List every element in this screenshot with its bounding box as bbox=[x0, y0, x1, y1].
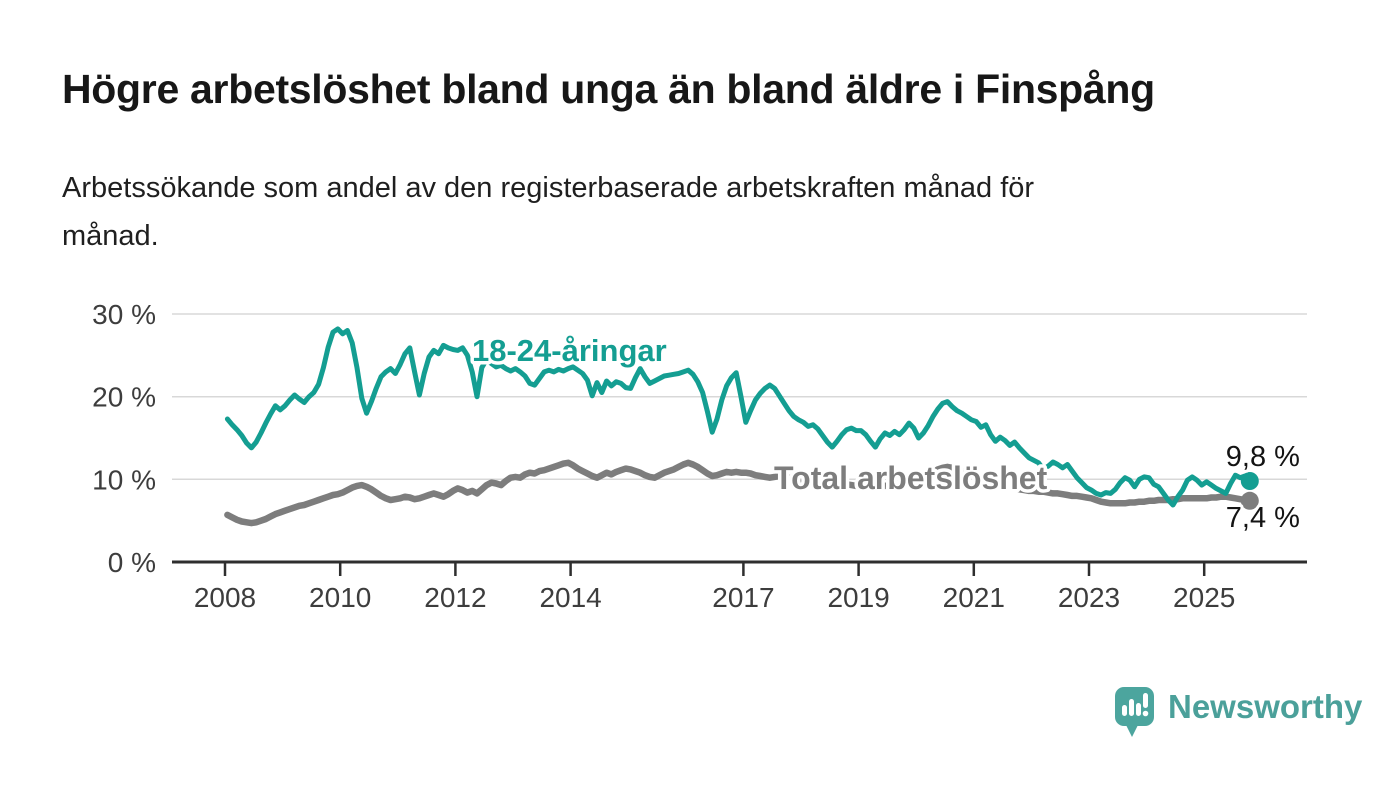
x-tick-label: 2012 bbox=[424, 582, 486, 613]
x-tick-label: 2023 bbox=[1058, 582, 1120, 613]
newsworthy-logo-icon bbox=[1115, 687, 1154, 737]
logo-exclamation-dot bbox=[1142, 710, 1149, 717]
value-label: 9,8 % bbox=[1226, 441, 1300, 473]
newsworthy-logo: Newsworthy bbox=[1114, 686, 1362, 739]
chart-subtitle: Arbetssökande som andel av den registerb… bbox=[62, 164, 1282, 260]
value-label: 7,4 % bbox=[1226, 502, 1300, 534]
x-tick-label: 2019 bbox=[827, 582, 889, 613]
speech-bubble-shape bbox=[1115, 687, 1154, 737]
series-label: Total arbetslöshet bbox=[774, 460, 1048, 496]
series-line-total bbox=[224, 459, 1254, 527]
logo-bar-2 bbox=[1129, 699, 1134, 716]
y-axis-label: 0 % bbox=[108, 547, 156, 578]
x-tick-label: 2017 bbox=[712, 582, 774, 613]
y-axis-label: 10 % bbox=[92, 464, 156, 495]
chart-title: Högre arbetslöshet bland unga än bland ä… bbox=[62, 66, 1155, 112]
series-end-dot bbox=[1240, 491, 1259, 510]
chart-subtitle-line: Arbetssökande som andel av den registerb… bbox=[62, 172, 1035, 204]
x-tick-label: 2025 bbox=[1173, 582, 1235, 613]
logo-exclamation-bar bbox=[1143, 693, 1148, 708]
y-axis-label: 30 % bbox=[92, 299, 156, 330]
newsworthy-logo-text: Newsworthy bbox=[1168, 688, 1363, 725]
logo-bar-1 bbox=[1122, 705, 1127, 716]
y-axis-label: 20 % bbox=[92, 382, 156, 413]
x-tick-label: 2010 bbox=[309, 582, 371, 613]
x-tick-label: 2014 bbox=[539, 582, 601, 613]
logo-bar-3 bbox=[1136, 703, 1141, 716]
series-end-dot bbox=[1240, 472, 1259, 490]
chart-subtitle-line: månad. bbox=[62, 220, 159, 252]
x-tick-label: 2008 bbox=[194, 582, 256, 613]
series-line-youth bbox=[224, 326, 1253, 508]
series-label: 18-24-åringar bbox=[472, 333, 667, 368]
x-tick-label: 2021 bbox=[943, 582, 1005, 613]
